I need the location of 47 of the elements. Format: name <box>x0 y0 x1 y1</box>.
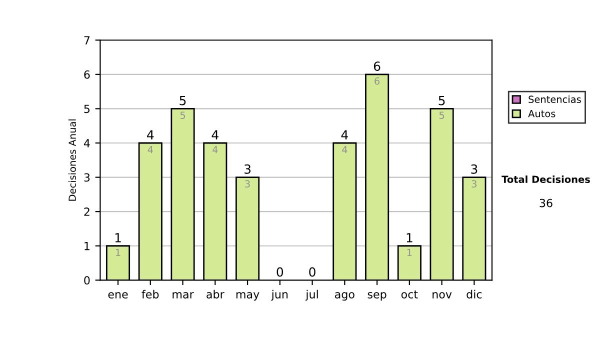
x-tick-label: feb <box>142 290 159 298</box>
y-tick-label: 2 <box>84 208 90 216</box>
total-label: 4 <box>212 130 218 140</box>
total-label: 0 <box>309 267 316 277</box>
total-label: 1 <box>406 233 412 242</box>
data-label: 1 <box>407 248 412 256</box>
y-tick-label: 0 <box>84 276 90 285</box>
y-tick-label: 6 <box>84 70 90 79</box>
y-tick-label: 7 <box>84 36 90 44</box>
x-tick-label: nov <box>432 292 452 298</box>
total-label: 3 <box>471 164 478 174</box>
y-tick-label: 4 <box>84 139 90 148</box>
data-label: 3 <box>472 180 477 188</box>
x-tick-label: may <box>236 292 260 301</box>
x-tick-label: jun <box>271 290 288 301</box>
data-label: 4 <box>148 146 153 154</box>
total-label: 5 <box>438 96 445 106</box>
x-tick-label: oct <box>401 290 418 298</box>
data-label: 4 <box>212 146 218 154</box>
total-label: 5 <box>180 96 186 106</box>
data-label: 5 <box>180 112 186 119</box>
data-label: 4 <box>342 146 348 154</box>
x-tick-label: dic <box>466 290 482 298</box>
y-axis-title: Decisiones Anual <box>68 119 76 201</box>
y-tick-label: 1 <box>84 242 90 250</box>
legend-label: Sentencias <box>528 95 581 104</box>
data-label: 1 <box>116 248 120 256</box>
total-label: 1 <box>115 233 121 242</box>
x-tick-label: ago <box>335 292 354 301</box>
data-label: 3 <box>245 180 250 188</box>
text: Total Decisiones <box>502 175 590 184</box>
x-tick-label: ene <box>108 292 128 298</box>
total-label: 4 <box>147 130 154 140</box>
x-tick-label: jul <box>305 290 318 301</box>
y-tick-label: 5 <box>84 104 90 114</box>
total-label: 3 <box>244 164 251 174</box>
x-tick-label: sep <box>368 292 386 301</box>
total-label: 0 <box>276 267 284 277</box>
x-tick-label: mar <box>172 292 194 298</box>
legend-label: Autos <box>528 110 556 118</box>
total-label: 4 <box>341 130 348 140</box>
data-label: 5 <box>439 112 444 119</box>
total-label: 6 <box>374 62 380 71</box>
x-tick-label: abr <box>206 290 224 298</box>
y-tick-label: 3 <box>84 173 90 182</box>
text: 36 <box>540 198 552 208</box>
data-label: 6 <box>374 77 380 85</box>
